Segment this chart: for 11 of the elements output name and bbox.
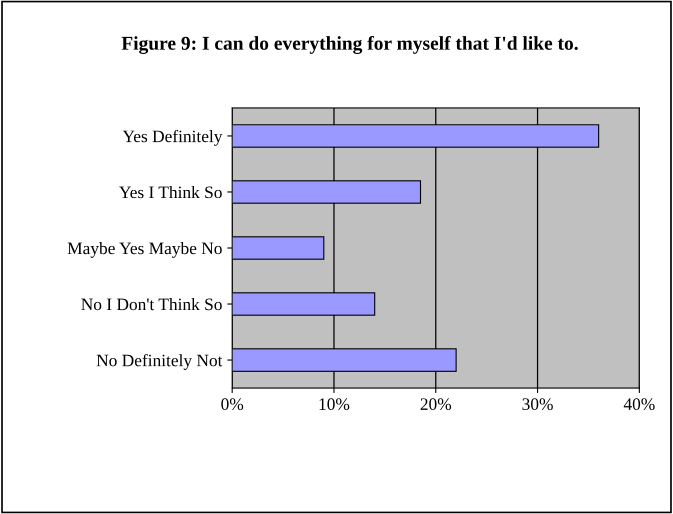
x-tick-label: 40% [624, 398, 655, 410]
y-tick-label: Yes Definitely [122, 130, 222, 146]
y-tick-label: No I Don't Think So [81, 298, 222, 310]
y-tick-label: Yes I Think So [119, 186, 222, 198]
x-tick-label: 0% [221, 398, 244, 410]
x-tick-label: 30% [522, 398, 553, 410]
y-tick-label: No Definitely Not [96, 354, 222, 370]
x-tick-label: 10% [320, 398, 350, 410]
chart-title: Figure 9: I can do everything for myself that I'd like to. [122, 36, 578, 54]
y-tick-label: Maybe Yes Maybe No [68, 242, 222, 258]
x-tick-label: 20% [420, 398, 452, 410]
